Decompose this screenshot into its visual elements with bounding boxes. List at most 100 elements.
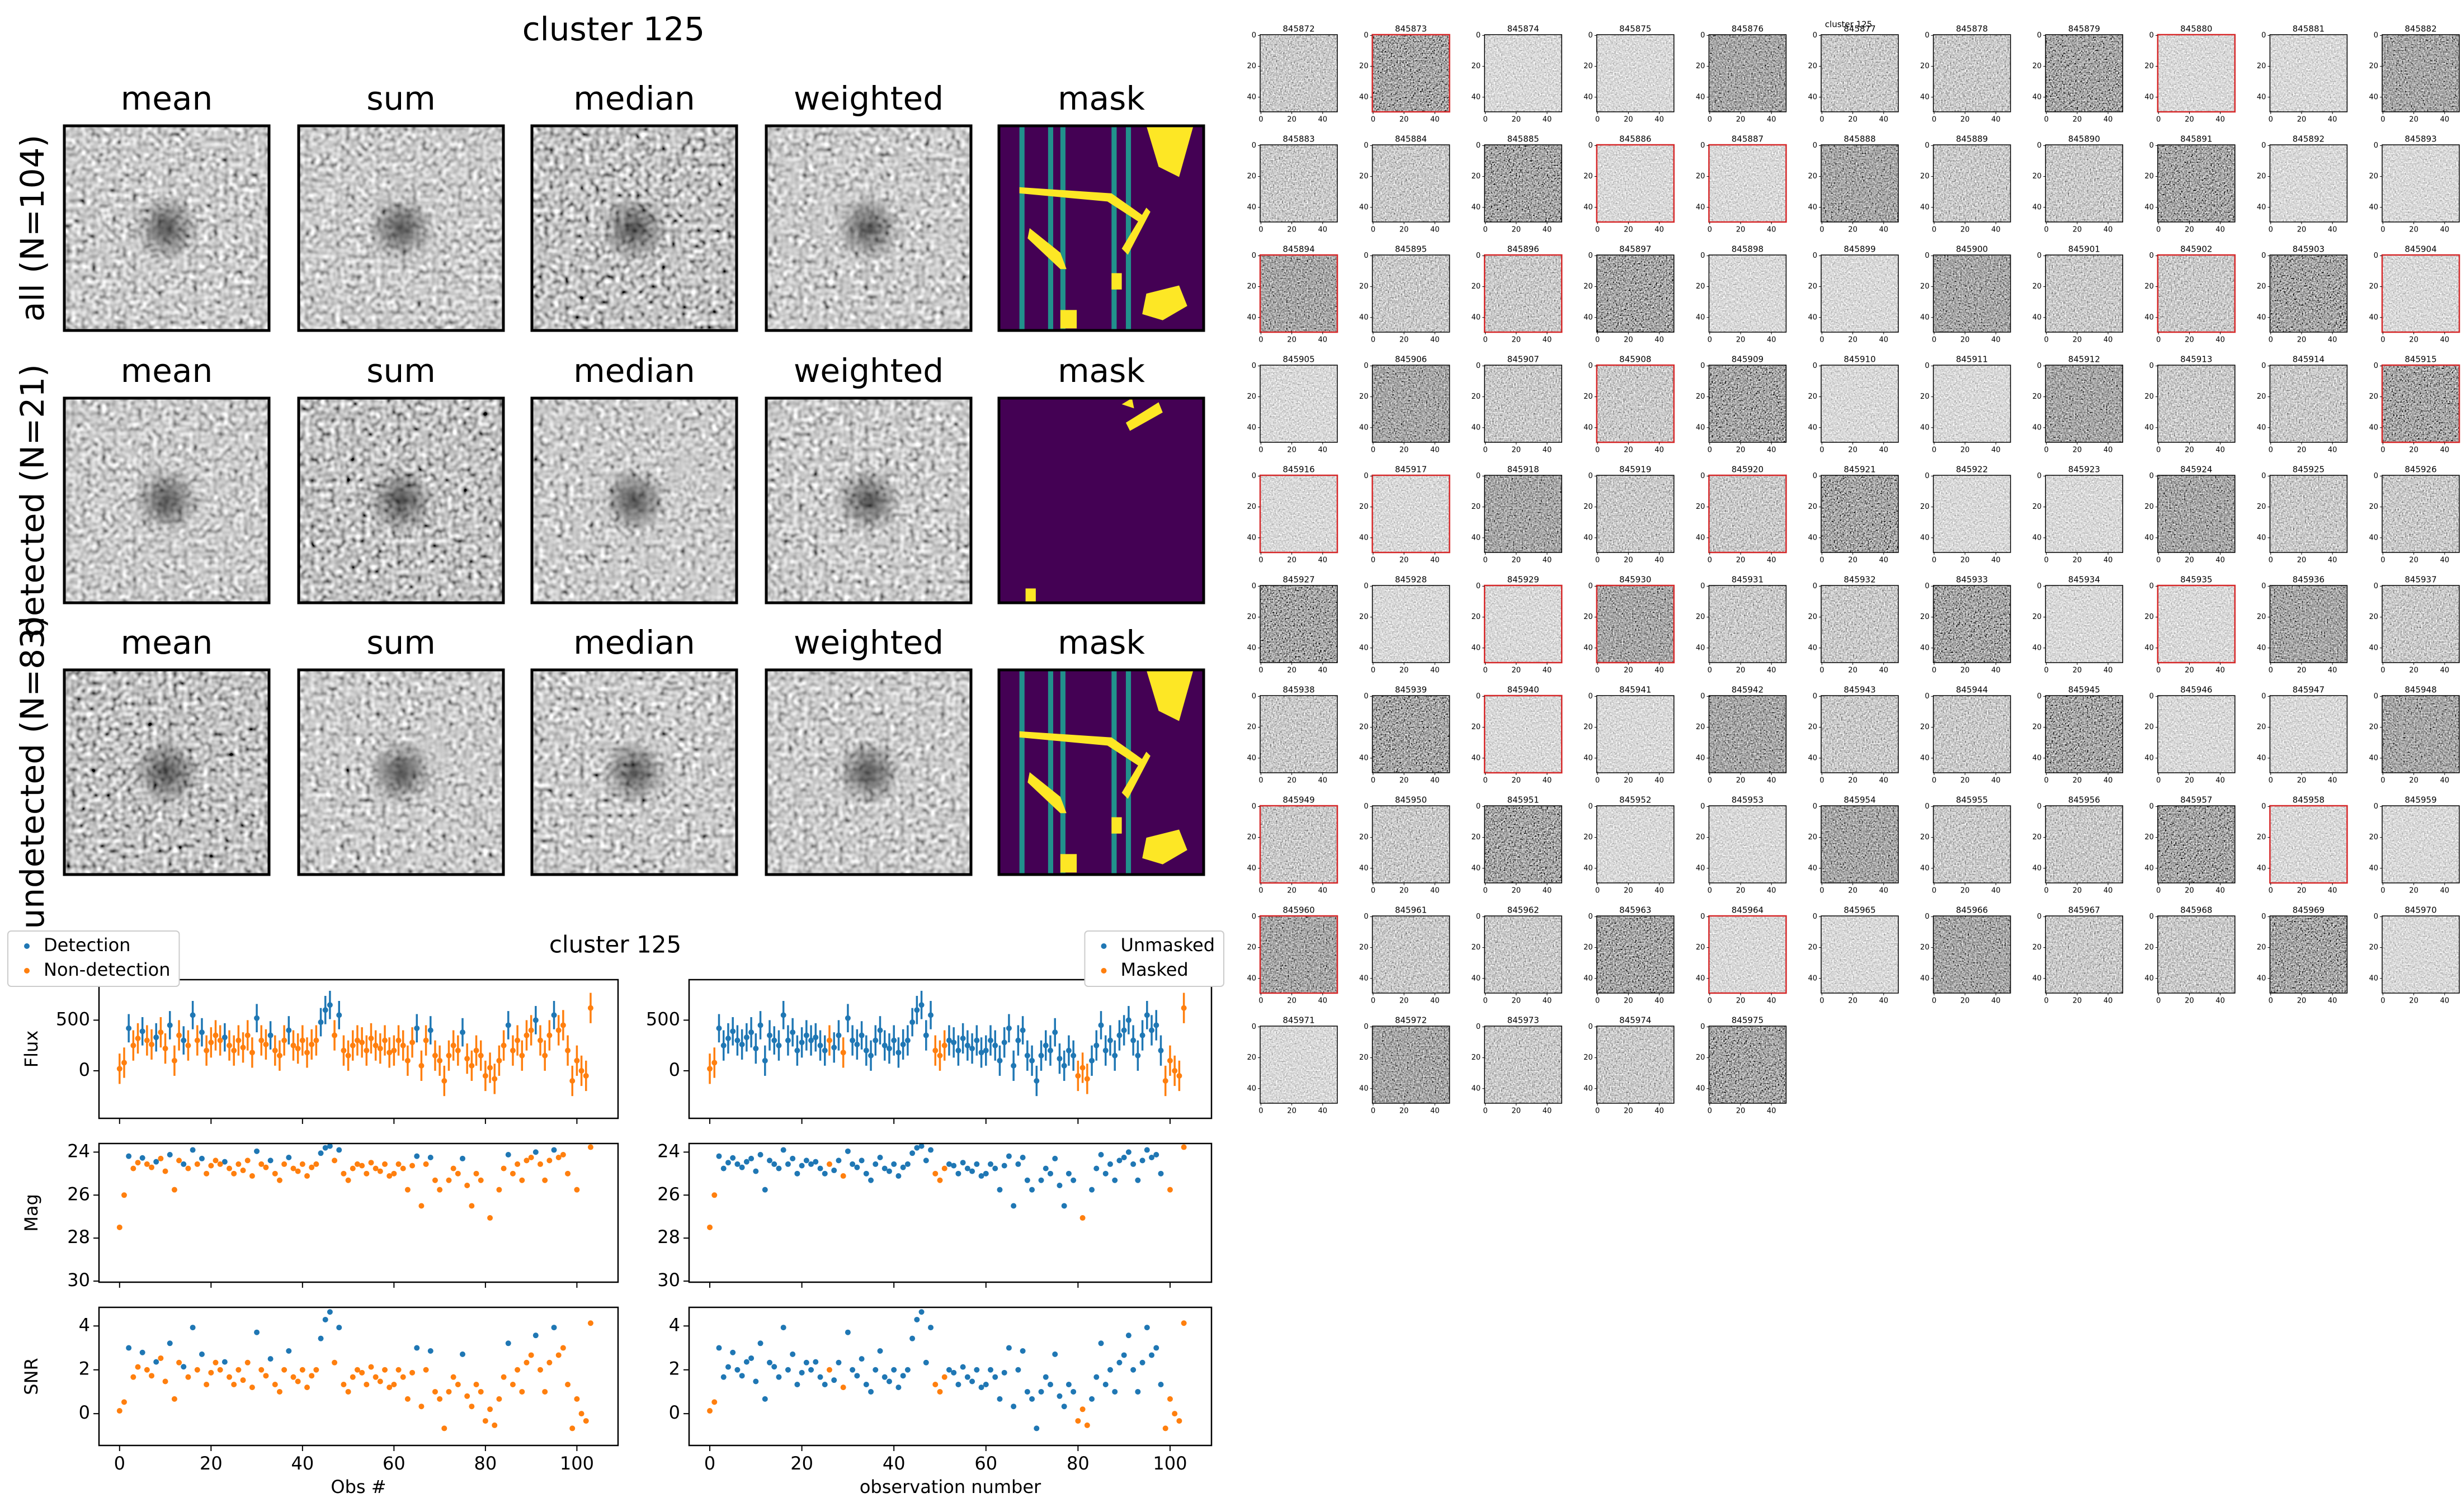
data-point [204,1170,210,1176]
cutout-x-tick-label: 40 [1318,667,1328,675]
cutout-image [1484,35,1562,112]
cutout-y-tick-label: 0 [1252,692,1256,701]
cutout-image [1260,696,1337,773]
cutout-x-tick-label: 0 [2044,777,2048,785]
cutout-x-tick-label: 20 [1960,997,1970,1005]
cutout-y-tick-label: 0 [1813,362,1817,370]
cutout-frame [1932,34,2011,112]
cutout-frame [1708,805,1787,883]
data-point [780,1147,786,1153]
data-point [983,1047,989,1053]
cutout-id: 845900 [1956,244,1988,254]
cutout-id: 845906 [1395,355,1427,365]
cutout-frame [1821,585,1899,663]
cutout-frame [2269,475,2348,553]
data-point [1047,1170,1053,1176]
cutout-frame [1932,144,2011,223]
cutout-image [2157,806,2235,883]
cutout-id: 845974 [1619,1015,1651,1026]
mask-region [1125,402,1163,431]
cutout-y-tick-label: 20 [1808,393,1817,401]
data-point [538,1161,544,1167]
cutout-x-tick-label: 40 [1991,777,2001,785]
cutout-y-tick-label: 0 [2261,252,2266,260]
cutout-x-tick-label: 40 [2328,777,2337,785]
cutout-x-tick-label: 20 [2185,887,2194,895]
data-point [1181,1144,1187,1150]
cutout-x-tick-label: 20 [1624,226,1633,234]
cutout-x-tick-label: 20 [1624,446,1633,455]
cutout-y-tick-label: 20 [1472,282,1481,291]
data-point [327,1143,333,1149]
cutout-x-tick-label: 40 [1767,226,1776,234]
cutout-x-tick-label: 20 [1287,116,1296,124]
cutout-y-tick-label: 20 [1359,943,1369,952]
cutout-y-tick-label: 40 [1920,974,1930,982]
data-point [955,1382,961,1388]
data-point [418,1062,425,1069]
cutout-y-tick-label: 20 [1583,282,1593,291]
cutout-id: 845953 [1732,795,1764,805]
cutout-y-tick-label: 0 [1588,141,1593,150]
column-title: mask [1058,352,1145,390]
data-point [427,1348,433,1354]
cutout-image [1484,365,1562,442]
cutout-image [1596,145,1674,222]
cutout-x-tick-label: 40 [2215,446,2225,455]
cutout-x-tick-label: 20 [1287,887,1296,895]
source-blob [367,195,435,262]
cutout-x-tick-label: 40 [1543,226,1552,234]
data-point [1181,1320,1187,1326]
data-point [711,1399,718,1405]
data-point [840,1385,846,1391]
data-point [135,1160,141,1166]
data-point [267,1032,274,1038]
cutout-x-tick-label: 0 [1819,226,1824,234]
cutout-id: 845908 [1619,355,1651,365]
cutout-y-tick-label: 20 [1696,62,1705,70]
cutout-y-tick-label: 20 [1696,393,1705,401]
cutout-y-tick-label: 0 [1700,582,1705,590]
data-point [1135,1388,1141,1395]
cutout-y-tick-label: 0 [2261,31,2266,40]
mask-region [1121,752,1151,799]
column-title: mask [1058,623,1145,662]
cutout-x-tick-label: 20 [2185,226,2194,234]
data-point [1006,1345,1012,1351]
image-frame [765,396,973,604]
cutout-x-tick-label: 40 [1318,556,1328,565]
cutout-y-tick-label: 40 [1920,313,1930,322]
data-point [932,1047,939,1053]
cutout-image [1484,696,1562,773]
y-axis-label: SNR [21,1358,42,1395]
cutout-y-tick-label: 40 [1247,313,1256,322]
data-point [1071,1052,1077,1059]
cutout-y-tick-label: 0 [1476,141,1481,150]
data-point [1144,1147,1150,1153]
mask-region [1146,670,1194,721]
cutout-y-tick-label: 40 [2033,203,2042,211]
data-point [231,1170,237,1176]
mask-region [1111,273,1122,290]
cutout-frame [2269,915,2348,994]
data-point [1052,1155,1058,1161]
data-point [831,1045,837,1051]
cutout-y-tick-label: 40 [1359,974,1369,982]
data-point [290,1374,296,1380]
data-point [859,1356,865,1362]
data-point [767,1032,773,1038]
data-point [578,1411,584,1417]
mask-stripe [1125,670,1132,875]
image-frame [997,124,1205,332]
data-point [711,1060,718,1066]
cutout-id: 845943 [1844,685,1875,695]
cutout-frame [1259,805,1338,884]
cutout-y-tick-label: 40 [1583,974,1593,982]
row-label: undetected (N=83) [13,615,51,929]
cutout-frame [2045,585,2123,663]
data-point [181,1037,187,1043]
cutout-y-tick-label: 0 [1364,913,1368,921]
data-point [258,1161,265,1167]
cutout-x-tick-label: 20 [2297,997,2307,1005]
data-point [414,1153,420,1159]
